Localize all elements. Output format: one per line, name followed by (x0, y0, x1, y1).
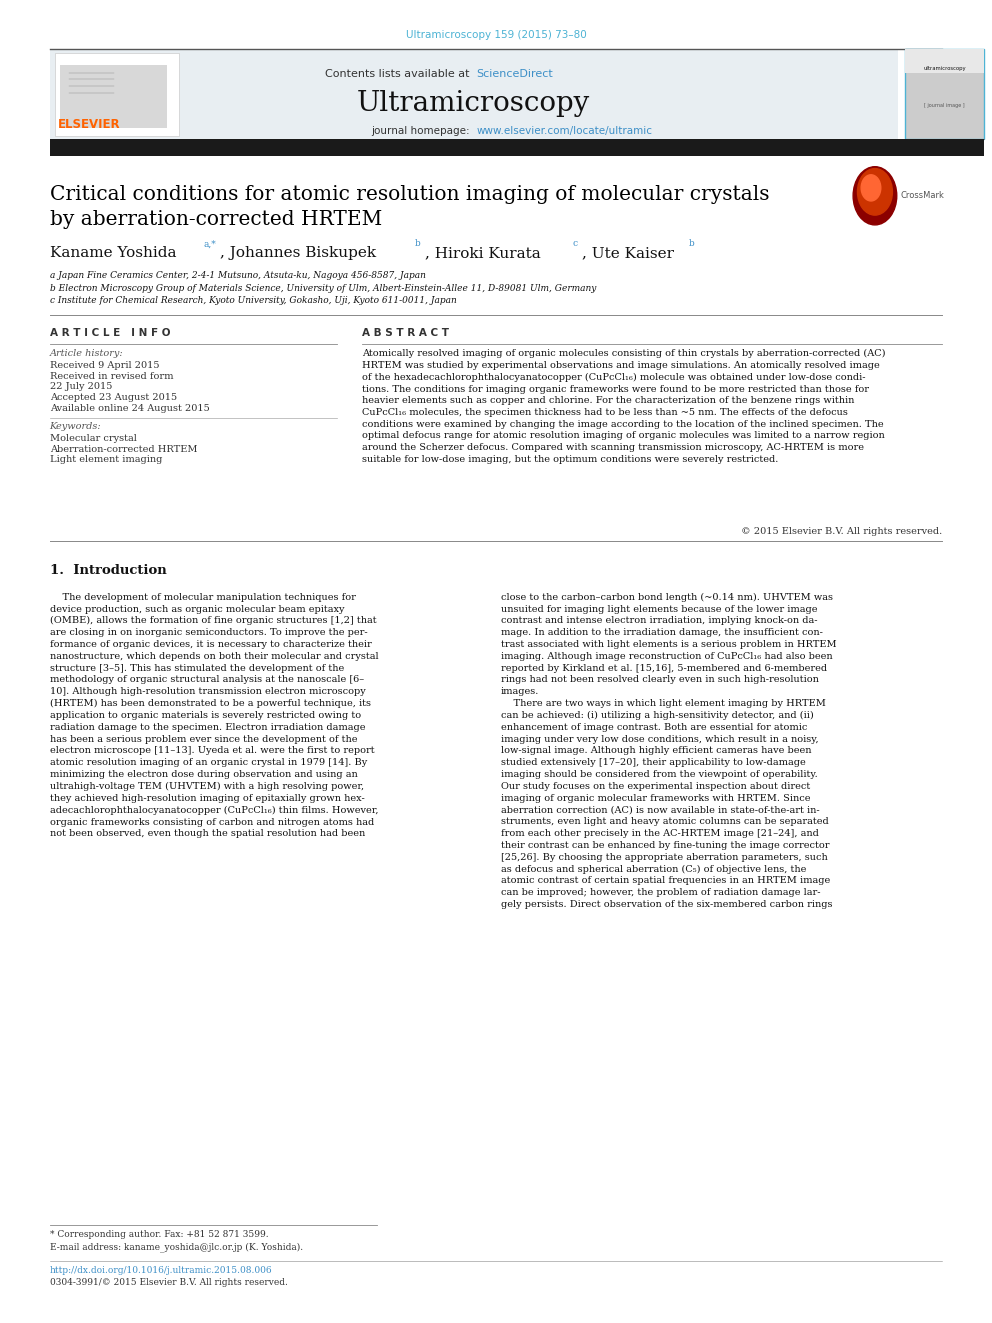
Text: journal homepage:: journal homepage: (371, 126, 473, 136)
Text: a,*: a,* (203, 239, 216, 249)
Text: b Electron Microscopy Group of Materials Science, University of Ulm, Albert-Eins: b Electron Microscopy Group of Materials… (50, 284, 596, 294)
Text: Contents lists available at: Contents lists available at (325, 69, 473, 79)
Text: Molecular crystal: Molecular crystal (50, 434, 137, 443)
Text: © 2015 Elsevier B.V. All rights reserved.: © 2015 Elsevier B.V. All rights reserved… (741, 527, 942, 536)
Text: [ journal image ]: [ journal image ] (925, 103, 964, 108)
Text: Available online 24 August 2015: Available online 24 August 2015 (50, 404, 209, 413)
Text: c Institute for Chemical Research, Kyoto University, Gokasho, Uji, Kyoto 611-001: c Institute for Chemical Research, Kyoto… (50, 296, 456, 306)
Text: Received in revised form: Received in revised form (50, 372, 173, 381)
Circle shape (853, 167, 897, 225)
Text: Article history:: Article history: (50, 349, 123, 359)
FancyBboxPatch shape (60, 65, 167, 128)
Text: ScienceDirect: ScienceDirect (476, 69, 553, 79)
Text: Atomically resolved imaging of organic molecules consisting of thin crystals by : Atomically resolved imaging of organic m… (362, 349, 886, 463)
Text: , Johannes Biskupek: , Johannes Biskupek (220, 246, 376, 261)
Circle shape (857, 168, 893, 216)
Text: ELSEVIER: ELSEVIER (58, 118, 121, 131)
Text: , Ute Kaiser: , Ute Kaiser (582, 246, 675, 261)
Text: The development of molecular manipulation techniques for
device production, such: The development of molecular manipulatio… (50, 593, 378, 839)
Text: Keywords:: Keywords: (50, 422, 101, 431)
Text: b: b (415, 239, 421, 249)
Text: Ultramicroscopy: Ultramicroscopy (356, 90, 590, 116)
Text: Accepted 23 August 2015: Accepted 23 August 2015 (50, 393, 177, 402)
Text: c: c (572, 239, 577, 249)
Text: a Japan Fine Ceramics Center, 2-4-1 Mutsuno, Atsuta-ku, Nagoya 456-8587, Japan: a Japan Fine Ceramics Center, 2-4-1 Muts… (50, 271, 426, 280)
Text: A B S T R A C T: A B S T R A C T (362, 328, 449, 339)
Text: by aberration-corrected HRTEM: by aberration-corrected HRTEM (50, 210, 382, 229)
Text: www.elsevier.com/locate/ultramic: www.elsevier.com/locate/ultramic (476, 126, 652, 136)
Text: * Corresponding author. Fax: +81 52 871 3599.: * Corresponding author. Fax: +81 52 871 … (50, 1230, 268, 1240)
Text: A R T I C L E   I N F O: A R T I C L E I N F O (50, 328, 170, 339)
FancyBboxPatch shape (905, 49, 984, 73)
Text: Aberration-corrected HRTEM: Aberration-corrected HRTEM (50, 445, 197, 454)
Text: Received 9 April 2015: Received 9 April 2015 (50, 361, 159, 370)
Text: CrossMark: CrossMark (901, 192, 944, 200)
Text: 22 July 2015: 22 July 2015 (50, 382, 112, 392)
Text: ultramicroscopy: ultramicroscopy (924, 66, 965, 71)
Text: Ultramicroscopy 159 (2015) 73–80: Ultramicroscopy 159 (2015) 73–80 (406, 30, 586, 41)
Text: 0304-3991/© 2015 Elsevier B.V. All rights reserved.: 0304-3991/© 2015 Elsevier B.V. All right… (50, 1278, 288, 1287)
Text: Critical conditions for atomic resolution imaging of molecular crystals: Critical conditions for atomic resolutio… (50, 185, 769, 204)
FancyBboxPatch shape (905, 49, 984, 139)
FancyBboxPatch shape (50, 139, 984, 156)
Text: E-mail address: kaname_yoshida@jlc.or.jp (K. Yoshida).: E-mail address: kaname_yoshida@jlc.or.jp… (50, 1242, 303, 1252)
Text: Light element imaging: Light element imaging (50, 455, 162, 464)
Text: Kaname Yoshida: Kaname Yoshida (50, 246, 177, 261)
FancyBboxPatch shape (50, 50, 898, 139)
Text: close to the carbon–carbon bond length (~0.14 nm). UHVTEM was
unsuited for imagi: close to the carbon–carbon bond length (… (501, 593, 836, 909)
Circle shape (861, 175, 881, 201)
FancyBboxPatch shape (55, 53, 179, 136)
Text: , Hiroki Kurata: , Hiroki Kurata (425, 246, 541, 261)
Text: b: b (688, 239, 694, 249)
Text: http://dx.doi.org/10.1016/j.ultramic.2015.08.006: http://dx.doi.org/10.1016/j.ultramic.201… (50, 1266, 272, 1275)
Text: 1.  Introduction: 1. Introduction (50, 564, 167, 577)
